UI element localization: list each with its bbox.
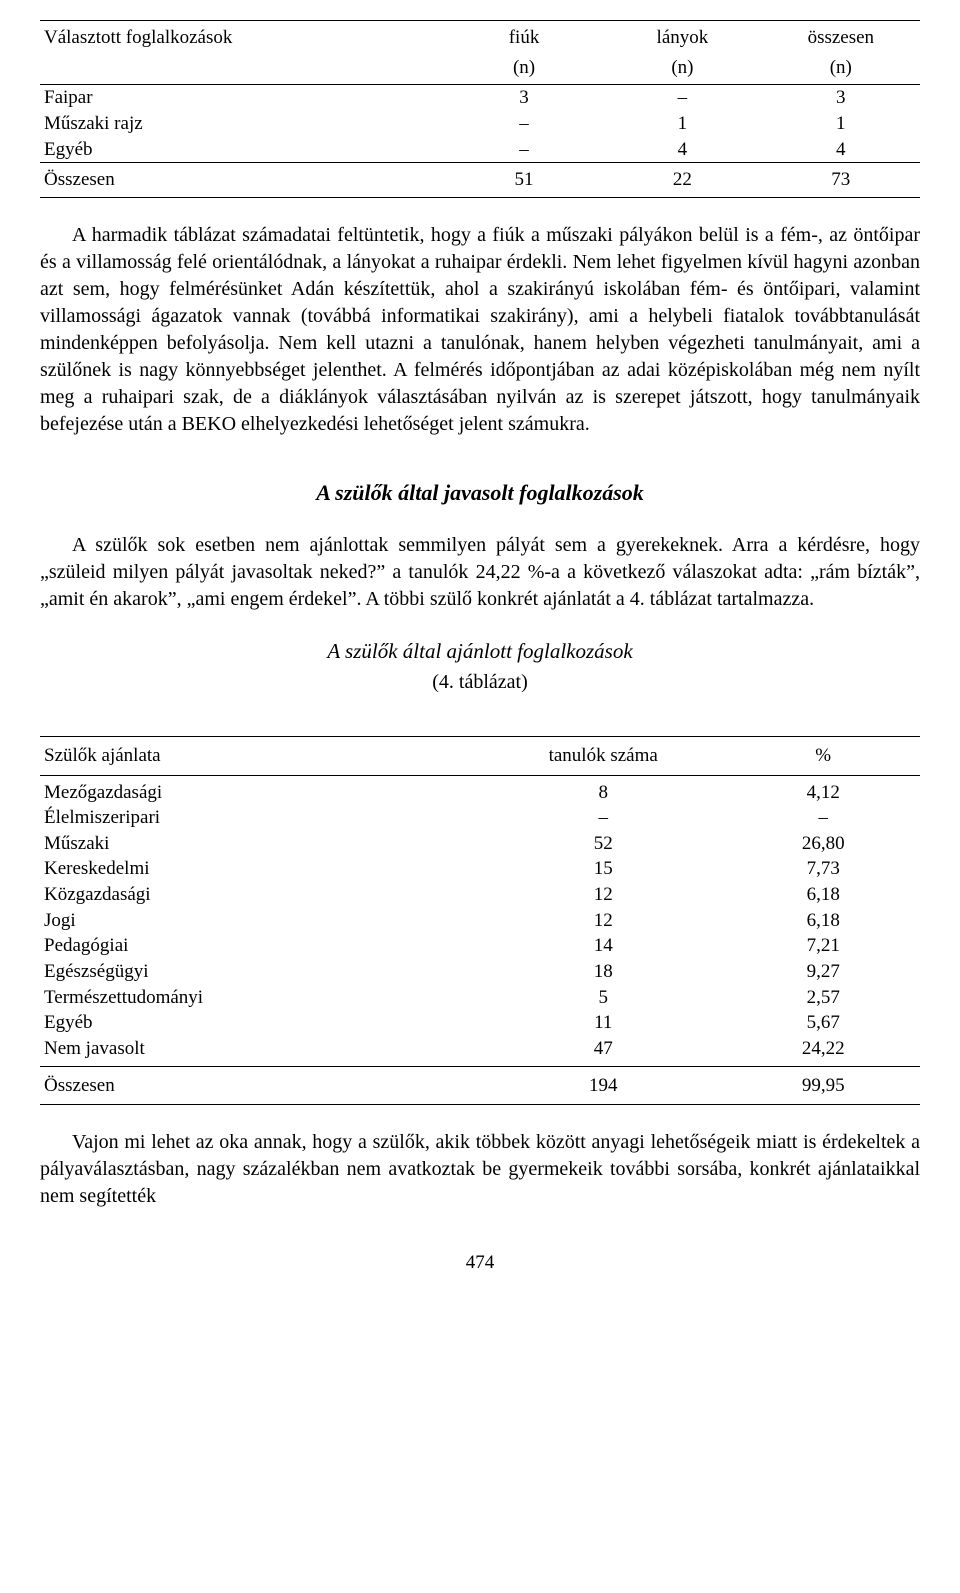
t2-cell-pct: 7,73 (726, 856, 920, 882)
t2-h-c2: % (726, 736, 920, 775)
t2-cell-label: Élelmiszeripari (40, 805, 480, 831)
t1-cell-boys: – (445, 111, 603, 137)
t2-body: Mezőgazdasági84,12Élelmiszeripari––Műsza… (40, 775, 920, 1066)
table-row: Műszaki5226,80 (40, 831, 920, 857)
t1-h-c3a: összesen (762, 21, 920, 53)
table2-subcaption: (4. táblázat) (40, 669, 920, 696)
t2-cell-label: Műszaki (40, 831, 480, 857)
table-row: Pedagógiai147,21 (40, 933, 920, 959)
t2-cell-count: 47 (480, 1036, 726, 1066)
t1-cell-total: 4 (762, 137, 920, 163)
t2-cell-label: Egyéb (40, 1010, 480, 1036)
t1-total-label: Összesen (40, 163, 445, 198)
paragraph-3: Vajon mi lehet az oka annak, hogy a szül… (40, 1129, 920, 1210)
t1-cell-girls: 1 (603, 111, 761, 137)
table-row: Nem javasolt4724,22 (40, 1036, 920, 1066)
t1-cell-total: 3 (762, 85, 920, 111)
t2-cell-count: 8 (480, 775, 726, 805)
table-row: Kereskedelmi157,73 (40, 856, 920, 882)
t1-total-boys: 51 (445, 163, 603, 198)
t2-cell-pct: 7,21 (726, 933, 920, 959)
t2-cell-count: 11 (480, 1010, 726, 1036)
paragraph-2: A szülők sok esetben nem ajánlottak semm… (40, 532, 920, 613)
t1-total-row: Összesen 51 22 73 (40, 163, 920, 198)
t2-h-c0: Szülők ajánlata (40, 736, 480, 775)
t2-cell-count: – (480, 805, 726, 831)
t2-cell-label: Közgazdasági (40, 882, 480, 908)
t1-h-c2b: (n) (603, 53, 761, 85)
t2-total-row: Összesen 194 99,95 (40, 1066, 920, 1105)
table-row: Jogi126,18 (40, 908, 920, 934)
table-row: Mezőgazdasági84,12 (40, 775, 920, 805)
t1-cell-total: 1 (762, 111, 920, 137)
t2-cell-count: 52 (480, 831, 726, 857)
t1-total-total: 73 (762, 163, 920, 198)
t2-cell-pct: 24,22 (726, 1036, 920, 1066)
t1-h-c3b: (n) (762, 53, 920, 85)
t2-cell-count: 15 (480, 856, 726, 882)
t2-cell-pct: 4,12 (726, 775, 920, 805)
t1-h-c2a: lányok (603, 21, 761, 53)
t2-cell-pct: 6,18 (726, 882, 920, 908)
table-row: Faipar3–3 (40, 85, 920, 111)
t1-total-girls: 22 (603, 163, 761, 198)
t2-cell-label: Nem javasolt (40, 1036, 480, 1066)
table-chosen-occupations: Választott foglalkozások fiúk lányok öss… (40, 20, 920, 198)
paragraph-1: A harmadik táblázat számadatai feltüntet… (40, 222, 920, 438)
page-number: 474 (40, 1250, 920, 1276)
t1-cell-girls: 4 (603, 137, 761, 163)
t2-cell-label: Kereskedelmi (40, 856, 480, 882)
table-row: Egyéb115,67 (40, 1010, 920, 1036)
t1-cell-boys: – (445, 137, 603, 163)
t2-cell-pct: 2,57 (726, 985, 920, 1011)
table-row: Élelmiszeripari–– (40, 805, 920, 831)
t2-cell-label: Egészségügyi (40, 959, 480, 985)
t2-cell-label: Mezőgazdasági (40, 775, 480, 805)
t1-h-c0: Választott foglalkozások (40, 21, 445, 53)
t2-cell-pct: 6,18 (726, 908, 920, 934)
t2-cell-count: 12 (480, 908, 726, 934)
t2-total-count: 194 (480, 1066, 726, 1105)
table-parent-recommendations: Szülők ajánlata tanulók száma % Mezőgazd… (40, 736, 920, 1105)
t2-cell-label: Jogi (40, 908, 480, 934)
t1-cell-girls: – (603, 85, 761, 111)
t2-cell-count: 5 (480, 985, 726, 1011)
t1-h-blank (40, 53, 445, 85)
t2-cell-label: Pedagógiai (40, 933, 480, 959)
t1-cell-label: Műszaki rajz (40, 111, 445, 137)
table-row: Egyéb–44 (40, 137, 920, 163)
t2-cell-count: 12 (480, 882, 726, 908)
t2-cell-pct: 26,80 (726, 831, 920, 857)
t2-total-pct: 99,95 (726, 1066, 920, 1105)
table-row: Közgazdasági126,18 (40, 882, 920, 908)
t1-h-c1b: (n) (445, 53, 603, 85)
t2-cell-pct: 9,27 (726, 959, 920, 985)
t1-cell-label: Egyéb (40, 137, 445, 163)
t1-cell-label: Faipar (40, 85, 445, 111)
section-title: A szülők által javasolt foglalkozások (40, 478, 920, 508)
t1-cell-boys: 3 (445, 85, 603, 111)
t2-cell-count: 18 (480, 959, 726, 985)
t2-total-label: Összesen (40, 1066, 480, 1105)
t2-h-c1: tanulók száma (480, 736, 726, 775)
table-row: Egészségügyi189,27 (40, 959, 920, 985)
table2-caption: A szülők által ajánlott foglalkozások (40, 637, 920, 665)
table-row: Természettudományi52,57 (40, 985, 920, 1011)
t1-body: Faipar3–3Műszaki rajz–11Egyéb–44 (40, 85, 920, 163)
t2-cell-pct: – (726, 805, 920, 831)
t2-cell-label: Természettudományi (40, 985, 480, 1011)
t2-cell-pct: 5,67 (726, 1010, 920, 1036)
t2-cell-count: 14 (480, 933, 726, 959)
t1-h-c1a: fiúk (445, 21, 603, 53)
table-row: Műszaki rajz–11 (40, 111, 920, 137)
